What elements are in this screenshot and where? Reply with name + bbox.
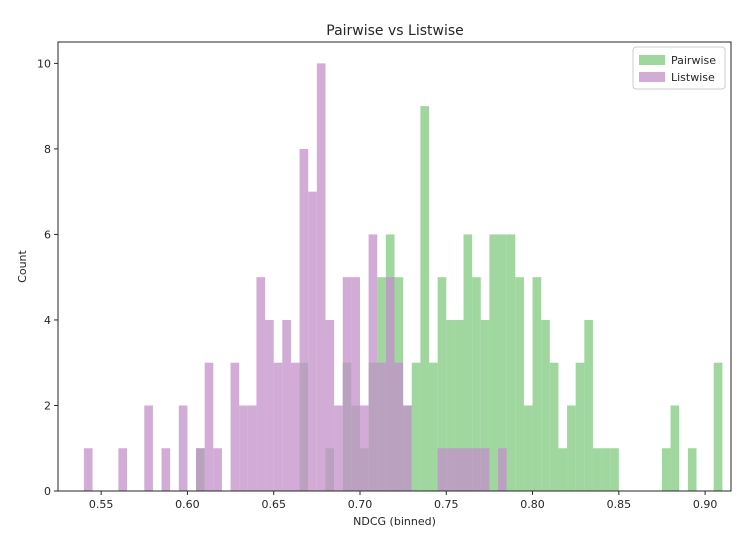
bar xyxy=(213,448,222,491)
bar xyxy=(204,362,214,491)
x-tick-label: 0.70 xyxy=(348,498,373,511)
x-tick-label: 0.75 xyxy=(434,498,459,511)
bar xyxy=(506,234,516,491)
bar xyxy=(610,448,619,491)
x-tick-label: 0.55 xyxy=(89,498,114,511)
bar xyxy=(308,191,317,491)
bar xyxy=(265,319,274,491)
bar xyxy=(472,448,481,491)
bar xyxy=(584,319,593,491)
series-listwise xyxy=(83,63,507,491)
bar xyxy=(230,362,240,491)
bar xyxy=(290,362,300,491)
bar xyxy=(558,448,568,491)
bar xyxy=(247,405,257,491)
bar xyxy=(299,148,309,491)
bar xyxy=(454,319,464,491)
bar xyxy=(83,448,93,491)
bar xyxy=(480,448,490,491)
bar xyxy=(575,362,585,491)
bar xyxy=(446,319,455,491)
y-tick-label: 0 xyxy=(44,485,51,498)
chart-title: Pairwise vs Listwise xyxy=(326,23,463,39)
bar xyxy=(498,234,507,491)
bar xyxy=(377,362,386,491)
bar xyxy=(541,319,550,491)
y-tick-label: 2 xyxy=(44,399,51,412)
legend: Pairwise Listwise xyxy=(632,46,726,90)
bar xyxy=(592,448,602,491)
bar xyxy=(446,448,455,491)
bar xyxy=(463,448,473,491)
legend-label: Listwise xyxy=(671,71,715,84)
plot-frame xyxy=(57,41,732,492)
bar xyxy=(359,405,369,491)
bar xyxy=(282,319,291,491)
bar xyxy=(670,405,680,491)
bar xyxy=(489,234,499,491)
x-tick-label: 0.90 xyxy=(693,498,718,511)
bar xyxy=(687,448,697,491)
bar xyxy=(273,362,283,491)
bar xyxy=(713,362,723,491)
bar xyxy=(403,405,412,491)
x-tick-label: 0.60 xyxy=(175,498,200,511)
bar xyxy=(256,277,266,491)
bar xyxy=(196,448,205,491)
bar xyxy=(239,405,248,491)
bar xyxy=(661,448,671,491)
bar xyxy=(463,234,473,491)
x-tick-label: 0.65 xyxy=(261,498,286,511)
bar xyxy=(394,362,404,491)
bar xyxy=(472,277,481,491)
bar xyxy=(454,448,464,491)
bar xyxy=(334,405,343,491)
x-tick-label: 0.80 xyxy=(520,498,545,511)
x-axis: 0.55 0.60 0.65 0.70 0.75 0.80 0.85 0.90 xyxy=(89,491,717,511)
bar xyxy=(567,405,576,491)
bar xyxy=(480,319,490,491)
bar xyxy=(437,277,447,491)
y-axis-label: Count xyxy=(16,249,29,282)
y-axis: 0 2 4 6 8 10 xyxy=(37,57,58,498)
legend-swatch xyxy=(639,55,665,65)
bar xyxy=(437,448,447,491)
bar xyxy=(118,448,128,491)
bar xyxy=(325,319,335,491)
bar xyxy=(351,277,360,491)
legend-swatch xyxy=(639,72,665,82)
bar xyxy=(549,362,559,491)
bar xyxy=(178,405,188,491)
bar xyxy=(342,277,352,491)
bar xyxy=(385,277,395,491)
bar xyxy=(532,277,542,491)
y-tick-label: 10 xyxy=(37,57,51,70)
x-tick-label: 0.85 xyxy=(607,498,632,511)
bar xyxy=(523,405,533,491)
bar xyxy=(161,448,171,491)
legend-label: Pairwise xyxy=(671,54,716,67)
x-axis-label: NDCG (binned) xyxy=(353,515,436,528)
bars-layer xyxy=(83,63,723,492)
bar xyxy=(144,405,153,491)
bar xyxy=(601,448,611,491)
y-tick-label: 4 xyxy=(44,314,51,327)
bar xyxy=(420,106,430,492)
y-tick-label: 6 xyxy=(44,228,51,241)
bar xyxy=(368,234,378,491)
y-tick-label: 8 xyxy=(44,143,51,156)
bar xyxy=(411,362,421,491)
bar xyxy=(429,362,438,491)
bar xyxy=(316,63,326,491)
bar xyxy=(498,448,507,491)
bar xyxy=(515,277,524,491)
